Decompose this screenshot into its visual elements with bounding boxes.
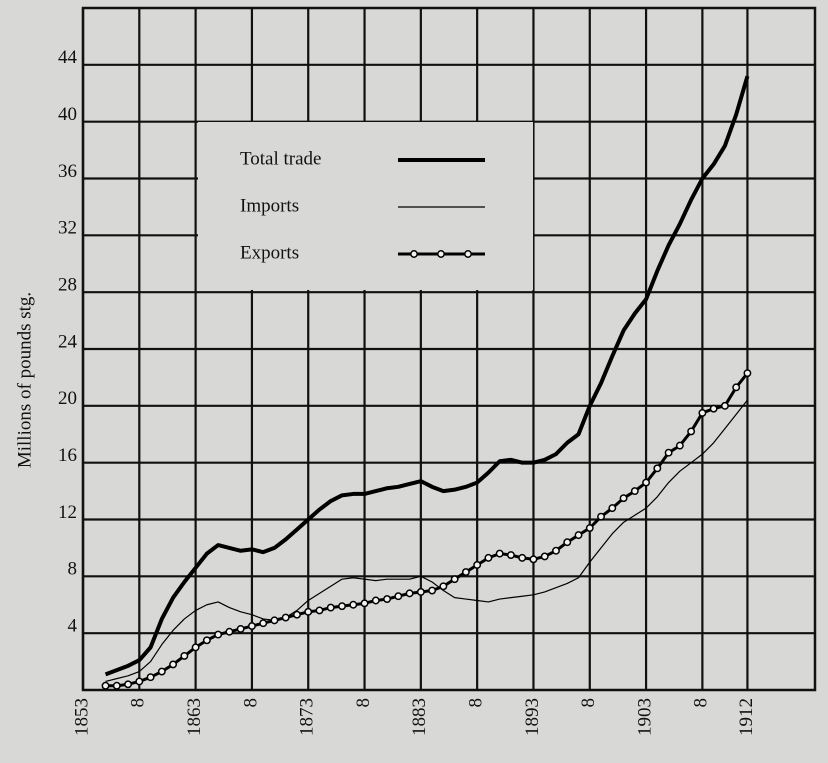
point xyxy=(428,586,437,595)
x-tick-label: 1912 xyxy=(736,698,757,736)
series-line xyxy=(105,399,748,683)
y-tick-label: 32 xyxy=(58,218,77,239)
point xyxy=(202,636,211,645)
legend-marker xyxy=(464,250,472,258)
point xyxy=(608,504,617,513)
y-tick-label: 28 xyxy=(58,275,77,296)
point xyxy=(124,680,132,689)
point xyxy=(112,681,121,690)
point xyxy=(642,478,651,487)
point xyxy=(304,607,313,616)
point xyxy=(383,595,392,604)
point xyxy=(732,383,741,392)
x-tick-label: 1883 xyxy=(409,698,430,736)
x-tick-label: 8 xyxy=(353,698,374,708)
point xyxy=(270,616,279,625)
point xyxy=(540,552,549,561)
y-tick-label: 24 xyxy=(58,331,78,352)
point xyxy=(687,427,696,436)
x-tick-label: 8 xyxy=(578,698,599,708)
point xyxy=(529,555,538,564)
x-tick-label: 8 xyxy=(466,698,487,708)
point xyxy=(473,561,482,569)
point xyxy=(416,588,425,596)
point xyxy=(360,599,369,608)
y-tick-label: 40 xyxy=(58,104,77,125)
point xyxy=(450,575,459,584)
point xyxy=(506,551,515,559)
y-tick-label: 36 xyxy=(58,161,77,182)
point xyxy=(394,592,403,601)
point xyxy=(664,448,673,457)
point xyxy=(315,606,324,615)
point xyxy=(720,401,729,410)
legend-box xyxy=(198,122,533,290)
point xyxy=(338,602,346,611)
point xyxy=(439,582,448,591)
y-axis-label: Millions of pounds stg. xyxy=(14,292,35,468)
point xyxy=(461,568,470,577)
legend-label: Exports xyxy=(240,242,299,263)
x-tick-label: 1853 xyxy=(71,698,92,736)
point xyxy=(495,549,504,558)
point xyxy=(281,613,290,622)
y-tick-label: 4 xyxy=(68,616,78,637)
point xyxy=(247,622,256,631)
point xyxy=(675,441,684,450)
point xyxy=(293,610,301,619)
point xyxy=(180,651,189,660)
point xyxy=(349,600,358,609)
x-tick-label: 8 xyxy=(128,698,149,708)
point xyxy=(214,630,223,639)
point xyxy=(630,487,639,496)
legend-label: Total trade xyxy=(240,148,322,169)
y-tick-label: 20 xyxy=(58,388,77,409)
point xyxy=(563,538,572,547)
point xyxy=(146,673,155,682)
y-tick-label: 44 xyxy=(58,47,78,68)
point xyxy=(653,464,662,473)
point xyxy=(135,677,144,686)
x-tick-label: 8 xyxy=(691,698,712,708)
point xyxy=(371,596,380,605)
point xyxy=(709,404,718,413)
point xyxy=(518,553,527,562)
point xyxy=(574,531,583,540)
y-tick-label: 16 xyxy=(58,445,77,466)
series-line xyxy=(104,75,750,677)
series-line xyxy=(105,372,749,688)
x-tick-label: 1903 xyxy=(634,698,655,736)
y-tick-label: 8 xyxy=(68,559,78,580)
point xyxy=(225,627,234,636)
point xyxy=(326,603,335,612)
legend-marker xyxy=(410,250,418,258)
point xyxy=(585,524,594,532)
point xyxy=(405,589,414,598)
x-tick-label: 1873 xyxy=(297,698,318,736)
point xyxy=(236,624,245,633)
legend: Total trade Imports Exports xyxy=(198,122,533,290)
plot-lines xyxy=(101,75,752,690)
point xyxy=(259,619,268,628)
point xyxy=(101,681,110,690)
y-tick-label: 12 xyxy=(58,502,77,523)
point xyxy=(698,408,707,417)
point xyxy=(619,494,628,503)
point xyxy=(169,660,178,669)
point xyxy=(552,546,560,555)
point xyxy=(597,512,605,521)
x-tick-label: 1863 xyxy=(184,698,205,736)
legend-marker xyxy=(437,250,445,258)
legend-label: Imports xyxy=(240,195,299,216)
point xyxy=(191,643,200,652)
point xyxy=(157,667,166,676)
x-tick-label: 1893 xyxy=(522,698,543,736)
point xyxy=(484,553,493,562)
point xyxy=(743,369,752,378)
x-tick-label: 8 xyxy=(240,698,261,708)
